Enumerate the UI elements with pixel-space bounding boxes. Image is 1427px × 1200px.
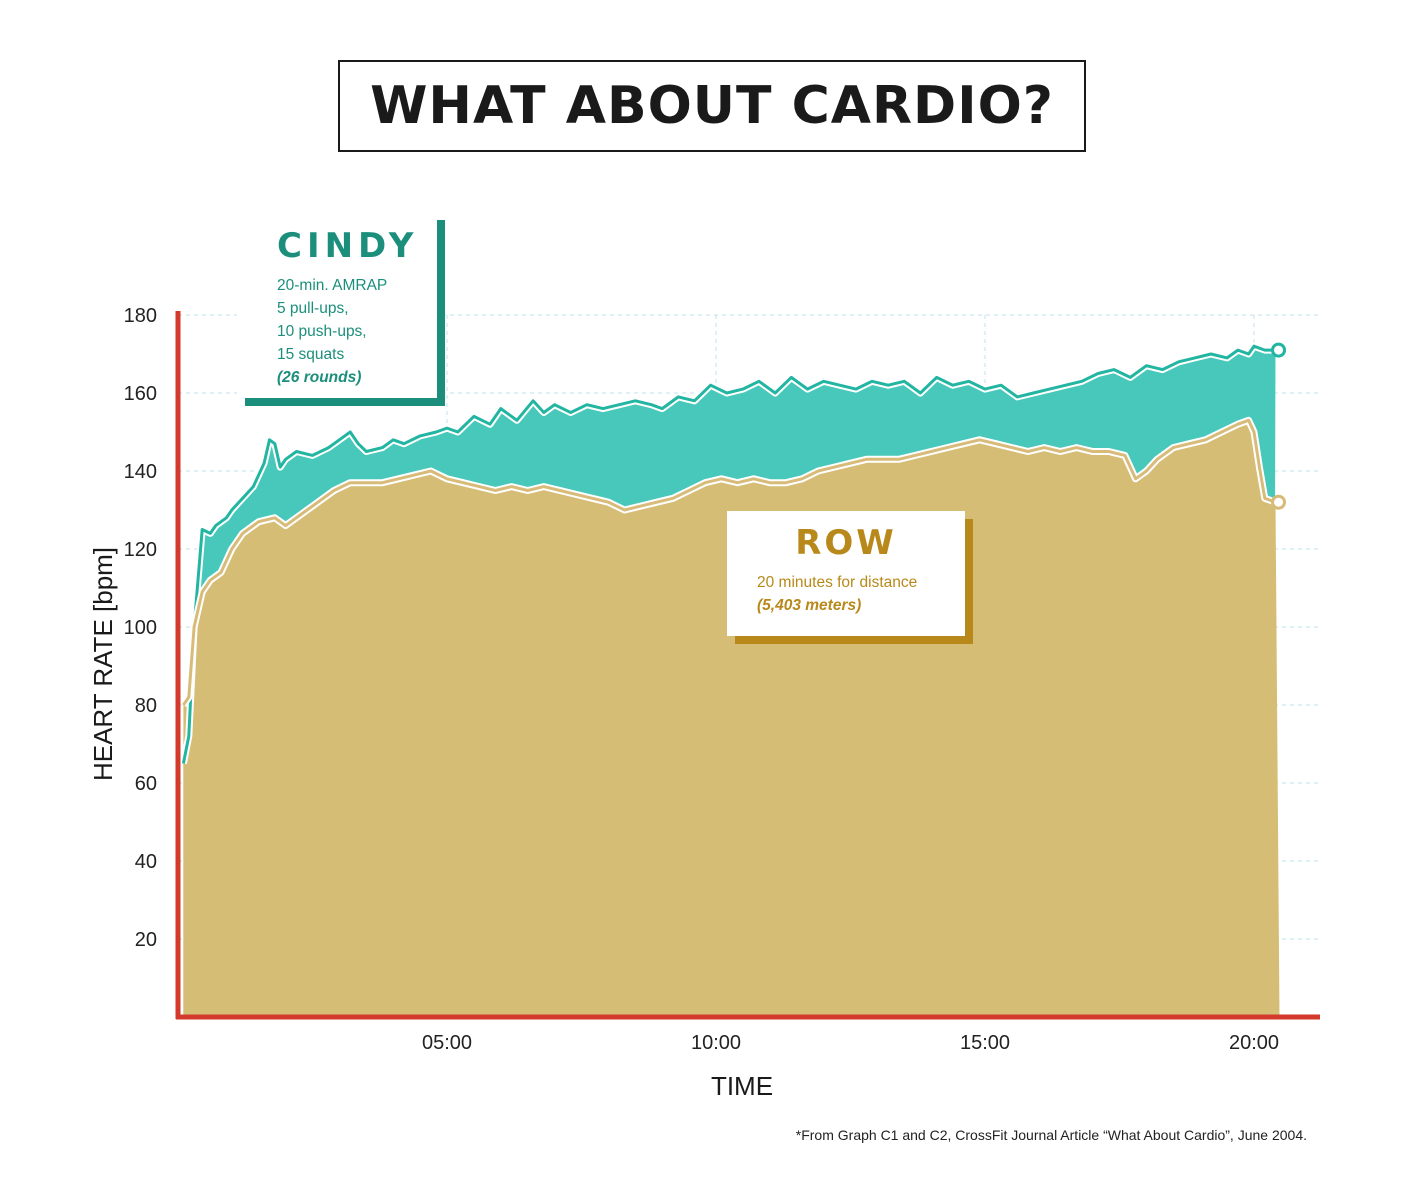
legend-row: ROW 20 minutes for distance (5,403 meter… bbox=[727, 511, 965, 636]
row-area bbox=[183, 420, 1280, 1017]
y-tick-label: 20 bbox=[135, 929, 157, 951]
series-layer bbox=[179, 342, 1287, 1017]
cindy-end-marker bbox=[1271, 342, 1287, 358]
x-tick-label: 20:00 bbox=[1229, 1032, 1279, 1054]
y-tick-label: 160 bbox=[124, 383, 157, 405]
cindy-line bbox=[181, 344, 1276, 764]
x-axis-label: TIME bbox=[711, 1071, 773, 1101]
legend-cindy-line: 15 squats bbox=[277, 346, 345, 363]
y-axis-label: HEART RATE [bpm] bbox=[88, 547, 118, 781]
y-tick-label: 100 bbox=[124, 617, 157, 639]
legend-cindy-line: 5 pull-ups, bbox=[277, 300, 349, 317]
row-end-marker bbox=[1271, 494, 1287, 510]
axes bbox=[175, 311, 1320, 1020]
tick-labels: 20 40 60 80 100 120 140 160 180 05:00 10:00 15:00 20… bbox=[124, 305, 1279, 1054]
legend-cindy-title: CINDY bbox=[277, 226, 419, 266]
legend-cindy-line: 20-min. AMRAP bbox=[277, 277, 388, 294]
legend-row-title: ROW bbox=[795, 523, 897, 563]
y-tick-label: 60 bbox=[135, 773, 157, 795]
title-box: WHAT ABOUT CARDIO? bbox=[338, 60, 1086, 152]
y-tick-label: 180 bbox=[124, 305, 157, 327]
footnote: *From Graph C1 and C2, CrossFit Journal … bbox=[795, 1127, 1307, 1143]
y-tick-label: 40 bbox=[135, 851, 157, 873]
y-tick-label: 80 bbox=[135, 695, 157, 717]
legend-cindy-line: 10 push-ups, bbox=[277, 323, 367, 340]
x-tick-label: 05:00 bbox=[422, 1032, 472, 1054]
legend-row-line: 20 minutes for distance bbox=[757, 574, 918, 591]
chart-title: WHAT ABOUT CARDIO? bbox=[370, 76, 1054, 136]
legend-row-distance: (5,403 meters) bbox=[757, 597, 862, 614]
y-tick-label: 140 bbox=[124, 461, 157, 483]
x-tick-label: 15:00 bbox=[960, 1032, 1010, 1054]
y-tick-label: 120 bbox=[124, 539, 157, 561]
legend-cindy: CINDY 20-min. AMRAP 5 pull-ups, 10 push-… bbox=[237, 212, 437, 398]
legend-cindy-rounds: (26 rounds) bbox=[277, 369, 362, 386]
row-line bbox=[182, 418, 1277, 706]
x-tick-label: 10:00 bbox=[691, 1032, 741, 1054]
